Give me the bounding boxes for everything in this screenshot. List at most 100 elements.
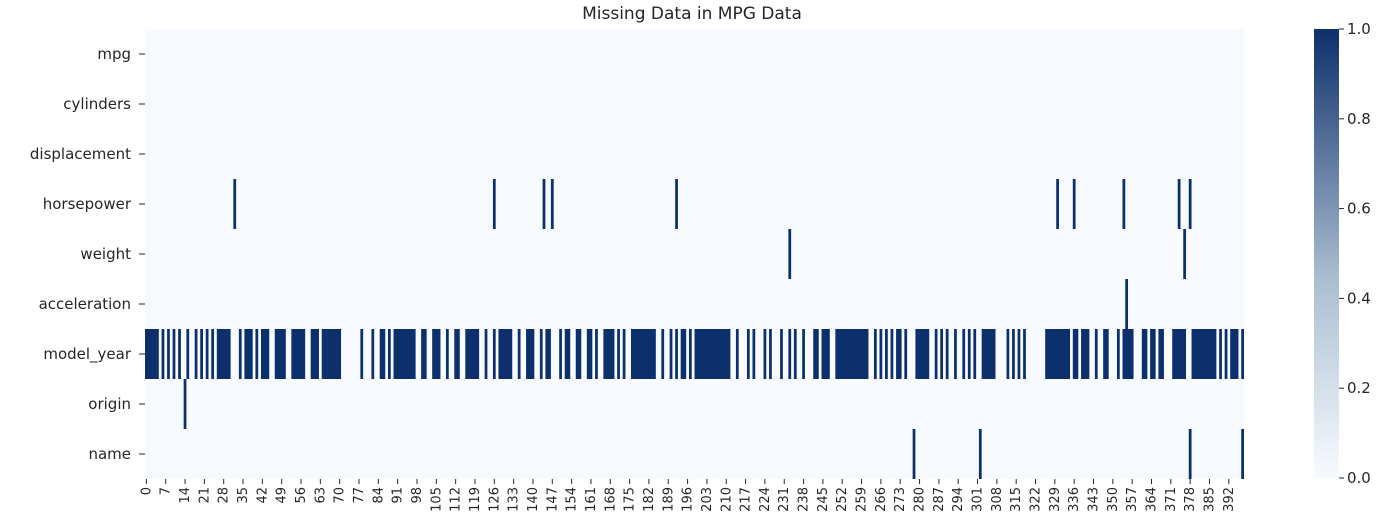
missing-cell-model_year [559,329,562,379]
x-tick-label: 42 [255,487,270,504]
x-tick-label: 350 [1106,487,1121,512]
y-axis: mpg cylinders displacement horsepower weight… [30,45,145,463]
missing-cell-model_year [1224,329,1228,379]
x-tick-label: 63 [313,487,328,504]
missing-cell-model_year [255,329,259,379]
missing-cell-model_year [622,329,626,379]
missing-cell-model_year [915,329,930,379]
missing-cell-model_year [793,329,797,379]
missing-cell-model_year [945,329,949,379]
missing-cell-model_year [393,329,416,379]
missing-cell-model_year [1191,329,1217,379]
missing-cell-model_year [575,329,582,379]
y-tick-label-acceleration: acceleration [39,295,131,313]
missing-cell-model_year [379,329,386,379]
missing-cell-model_year [387,329,391,379]
x-tick-label: 77 [352,487,367,504]
missing-cell-model_year [688,329,692,379]
missing-cell-model_year [973,329,977,379]
x-tick-label: 35 [236,487,251,504]
missing-cell-model_year [885,329,888,379]
missing-cell-model_year [873,329,877,379]
x-tick-label: 147 [545,487,560,512]
missing-cell-model_year [1116,329,1120,379]
y-tick-label-cylinders: cylinders [63,95,131,113]
x-tick-label: 28 [217,487,232,504]
y-tick-label-displacement: displacement [30,145,131,163]
x-tick-label: 14 [178,487,193,504]
heatmap-background [145,29,1244,479]
missing-cell-horsepower [1072,179,1076,229]
x-tick-label: 280 [913,487,928,512]
missing-cell-model_year [746,329,750,379]
x-tick-label: 112 [449,487,464,512]
x-tick-label: 231 [777,487,792,512]
colorbar-tick-label: 0.6 [1347,200,1371,218]
missing-cell-model_year [780,329,783,379]
missing-cell-model_year [1012,329,1015,379]
x-tick-label: 98 [410,487,425,504]
missing-cell-model_year [526,329,535,379]
missing-cell-model_year [586,329,593,379]
missing-cell-model_year [432,329,441,379]
missing-cell-model_year [904,329,908,379]
missing-cell-model_year [172,329,176,379]
x-tick-label: 378 [1183,487,1198,512]
missing-cell-model_year [360,329,364,379]
missing-cell-model_year [617,329,620,379]
missing-cell-model_year [1230,329,1239,379]
x-tick-label: 154 [565,487,580,512]
missing-cell-name [912,429,916,479]
missing-cell-name [1188,429,1192,479]
colorbar-tick-label: 0.0 [1347,469,1371,487]
x-tick-label: 140 [526,487,541,512]
x-tick-label: 49 [275,487,290,504]
missing-cell-model_year [145,329,159,379]
missing-cell-model_year [291,329,306,379]
missing-cell-model_year [1006,329,1010,379]
missing-cell-model_year [1045,329,1071,379]
missing-cell-model_year [445,329,449,379]
x-tick-label: 196 [681,487,696,512]
missing-cell-model_year [821,329,830,379]
missing-cell-model_year [1094,329,1098,379]
missing-cell-model_year [661,329,665,379]
y-tick-label-mpg: mpg [97,45,131,63]
x-tick-label: 105 [429,487,444,512]
x-axis: 0 7 14 21 28 35 42 49 56 63 70 77 84 91 98 105 112 119 126… [139,479,1237,512]
missing-cell-model_year [835,329,869,379]
y-tick-label-name: name [88,445,131,463]
x-tick-label: 357 [1125,487,1140,512]
missing-cell-model_year [465,329,480,379]
missing-cell-model_year [186,329,190,379]
x-tick-label: 343 [1087,487,1102,512]
x-tick-label: 203 [700,487,715,512]
missing-cell-model_year [788,329,792,379]
missing-cell-model_year [216,329,231,379]
missing-cell-horsepower [1056,179,1059,229]
x-tick-label: 119 [468,487,483,512]
missing-cell-model_year [896,329,902,379]
x-tick-label: 56 [294,487,309,504]
x-tick-label: 238 [797,487,812,512]
missing-cell-model_year [954,329,957,379]
y-tick-label-model_year: model_year [43,345,132,364]
missing-cell-horsepower [492,179,496,229]
missing-cell-model_year [238,329,242,379]
y-tick-label-origin: origin [88,395,131,413]
missing-cell-model_year [200,329,203,379]
x-tick-label: 315 [1009,487,1024,512]
x-tick-label: 189 [661,487,676,512]
missing-cell-model_year [879,329,883,379]
x-tick-label: 133 [507,487,522,512]
missing-cell-model_year [752,329,756,379]
heatmap-plot-area [145,29,1244,479]
missing-cell-model_year [564,329,571,379]
missing-cell-model_year [630,329,656,379]
missing-cell-model_year [694,329,731,379]
x-tick-label: 84 [371,487,386,504]
missing-cell-model_year [167,329,170,379]
x-tick-label: 0 [139,487,154,495]
x-tick-label: 7 [159,487,174,495]
